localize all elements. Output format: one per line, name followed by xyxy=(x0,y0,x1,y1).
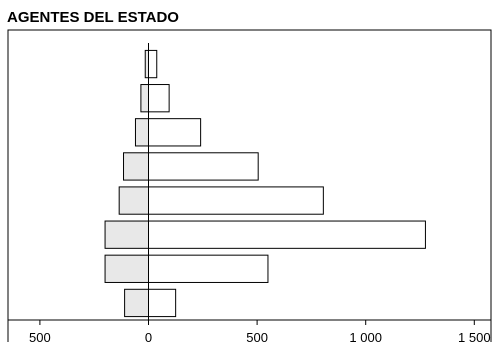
right-bar xyxy=(148,118,202,147)
left-bar xyxy=(104,254,149,283)
plot-frame xyxy=(7,29,492,342)
x-tick-label: 500 xyxy=(246,330,268,345)
left-bars-group xyxy=(104,49,150,318)
x-tick-label: 500 xyxy=(29,330,51,345)
right-bar xyxy=(148,254,269,283)
x-tick-label: 1 000 xyxy=(349,330,382,345)
right-bar xyxy=(148,288,177,318)
left-bar xyxy=(134,118,150,147)
right-bar xyxy=(148,49,158,79)
left-bar xyxy=(104,220,149,249)
right-bar xyxy=(148,186,324,215)
right-bar xyxy=(148,152,259,181)
x-tick-label: 0 xyxy=(145,330,152,345)
left-bar xyxy=(118,186,150,215)
left-bar xyxy=(140,84,149,113)
axis-group: 500 0 500 1 000 1 500 xyxy=(8,43,491,345)
x-tick-label: 1 500 xyxy=(458,330,491,345)
right-bars-group xyxy=(148,49,426,318)
left-bar xyxy=(124,288,150,318)
plot-frame-group xyxy=(7,29,492,342)
right-bar xyxy=(148,220,426,249)
left-bar xyxy=(123,152,150,181)
right-bar xyxy=(148,84,170,113)
chart-title: AGENTES DEL ESTADO xyxy=(7,9,179,26)
